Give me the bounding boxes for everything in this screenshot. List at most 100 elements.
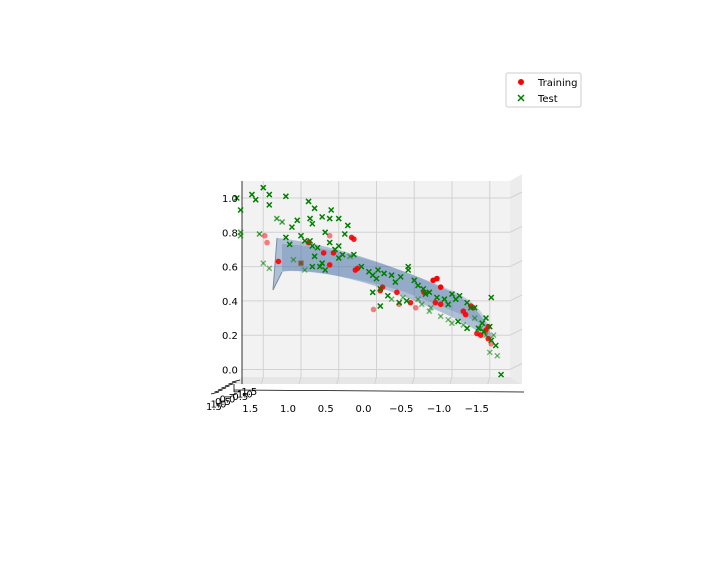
legend-test-marker [517,94,525,102]
test-point-3 [233,194,240,202]
side-pane [510,174,522,384]
z-tick-label-4: 0.8 [222,228,238,239]
test-point-26 [286,241,293,248]
test-point-16 [307,215,314,222]
test-point-76 [427,304,434,311]
x-floor-grid-5 [449,376,453,385]
training-point-1 [264,239,270,246]
test-point-2 [252,196,259,203]
training-point-13 [370,306,377,313]
test-point-25 [282,234,289,241]
z-tick-label-2: 0.4 [222,297,238,308]
training-point-27 [462,311,469,318]
test-point-5 [266,191,273,198]
test-point-45 [322,266,329,274]
test-point-87 [437,313,444,320]
test-point-12 [282,193,289,200]
training-point-16 [394,289,400,296]
x-floor-grid-4 [411,376,415,385]
training-point-35 [485,323,492,330]
tick-labels: 1.5 1.0 0.5 0.0 −0.5 −1.0 −1.50.00.20.40.60.81… [206,194,489,415]
z-tick-label-3: 0.6 [222,263,238,274]
test-point-86 [426,308,433,315]
test-point-48 [347,253,354,260]
test-point-10 [273,215,280,222]
test-point-72 [369,289,376,296]
test-point-100 [490,332,497,339]
test-point-77 [433,294,440,301]
test-point-36 [260,260,267,267]
test-point-29 [307,237,314,244]
depth-tick-5 [214,389,223,393]
surface-edge [272,237,283,291]
test-point-75 [418,301,425,308]
test-point-70 [384,292,391,299]
test-point-79 [445,301,452,308]
test-point-80 [448,291,456,298]
x-tick-label-0: 1.5 [242,404,258,415]
x-tick-label-1: 1.0 [280,404,296,415]
x-tick-label-2: 0.5 [318,404,334,415]
test-point-17 [311,205,318,212]
test-point-71 [377,285,384,292]
test-point-33 [326,239,333,246]
test-point-107 [486,323,493,330]
y-tick-label-2: 0.5 [215,397,231,408]
training-point-19 [412,304,419,311]
test-point-73 [377,303,384,310]
test-point-11 [279,218,286,226]
test-point-61 [411,277,418,284]
z-side-grid-4 [509,225,523,233]
test-point-15 [305,198,312,205]
test-point-102 [494,352,501,359]
test-point-57 [392,279,399,286]
test-point-21 [328,206,335,214]
test-point-78 [441,296,448,303]
legend-frame [505,72,582,108]
test-point-94 [479,320,486,327]
y-tick-label-0: 1.5 [206,402,222,413]
x-floor-grid-6 [487,376,491,385]
depth-tick-2 [224,383,234,387]
z-side-grid-1 [509,328,523,336]
training-point-10 [351,236,357,242]
test-point-40 [301,266,308,274]
test-point-92 [464,325,471,332]
test-point-38 [290,256,297,263]
test-point-58 [397,273,404,280]
y-tick-label-5: −1.0 [229,390,253,401]
test-point-18 [309,220,316,227]
legend-test-label: Test [537,94,558,105]
regression-surface-inner [282,244,490,330]
z-side-grid-5 [509,191,523,199]
test-point-56 [388,272,395,279]
y-tick-label-3: 0.0 [220,395,236,406]
test-point-97 [482,332,490,339]
test-point-53 [374,266,382,274]
x-tick-label-5: −1.0 [427,404,451,415]
test-point-103 [488,294,495,301]
test-point-46 [331,246,339,253]
training-point-33 [485,335,492,342]
test-point-19 [319,213,326,220]
test-point-30 [309,242,316,250]
training-point-0 [261,232,268,239]
depth-tick-6 [210,391,220,395]
training-point-17 [396,301,402,308]
depth-tick-1 [228,381,237,385]
test-point-8 [237,232,244,239]
legend-training-label: Training [537,78,577,89]
x-floor-grid-1 [298,376,302,385]
training-point-24 [432,299,439,306]
test-point-65 [426,289,433,296]
z-side-grid-3 [509,260,523,268]
y-tick-label-1: 1.0 [211,400,227,411]
z-side-grid-0 [509,363,523,370]
test-point-99 [492,342,499,349]
test-point-28 [301,237,308,244]
x-tick-label-6: −1.5 [465,404,489,415]
training-point-2 [275,258,282,265]
test-point-41 [309,263,316,270]
test-point-95 [482,315,490,322]
